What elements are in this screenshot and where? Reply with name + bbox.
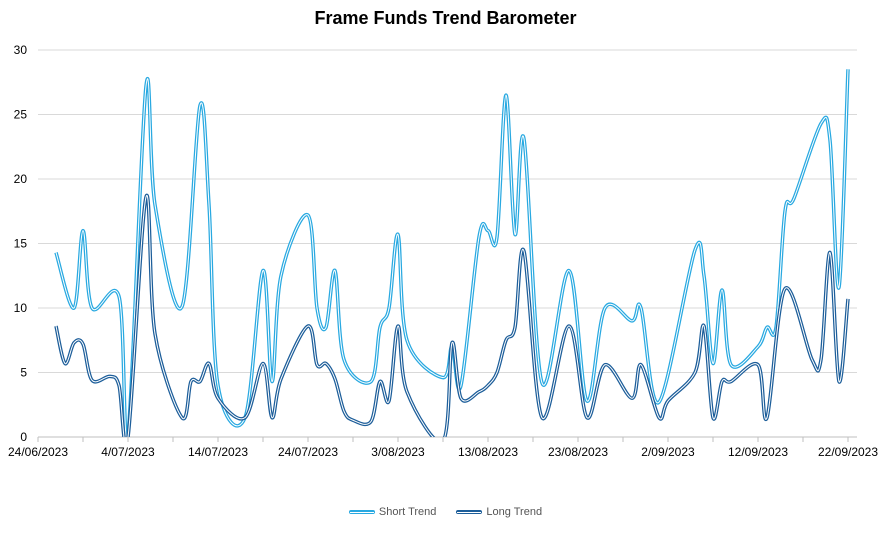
series-line-long-trend [54,193,850,437]
chart-title: Frame Funds Trend Barometer [314,8,577,28]
legend-swatch-short-trend [348,510,375,514]
legend-item-short-trend: Short Trend [348,506,437,518]
x-tick-label: 24/06/2023 [8,445,68,459]
legend: Short Trend Long Trend [0,506,891,518]
x-tick-label: 2/09/2023 [641,445,695,459]
x-tick-label: 14/07/2023 [188,445,248,459]
x-tick-label: 24/07/2023 [278,445,338,459]
y-tick-label: 20 [14,172,28,186]
y-tick-label: 15 [14,237,28,251]
series-line-inner-short-trend [55,69,849,437]
x-tick-label: 13/08/2023 [458,445,518,459]
series-line-short-trend [54,69,850,437]
x-tick-label: 12/09/2023 [728,445,788,459]
legend-label-short-trend: Short Trend [378,506,437,518]
y-tick-label: 5 [20,366,27,380]
x-tick-label: 23/08/2023 [548,445,608,459]
series-line-inner-long-trend [55,194,849,437]
y-tick-label: 0 [20,430,27,444]
x-tick-label: 3/08/2023 [371,445,425,459]
y-tick-label: 10 [14,301,28,315]
x-tick-label: 4/07/2023 [101,445,155,459]
y-tick-label: 25 [14,108,28,122]
x-tick-label: 22/09/2023 [818,445,878,459]
legend-item-long-trend: Long Trend [456,506,542,518]
y-tick-label: 30 [14,43,28,57]
legend-label-long-trend: Long Trend [486,506,543,518]
legend-swatch-long-trend [456,510,483,514]
